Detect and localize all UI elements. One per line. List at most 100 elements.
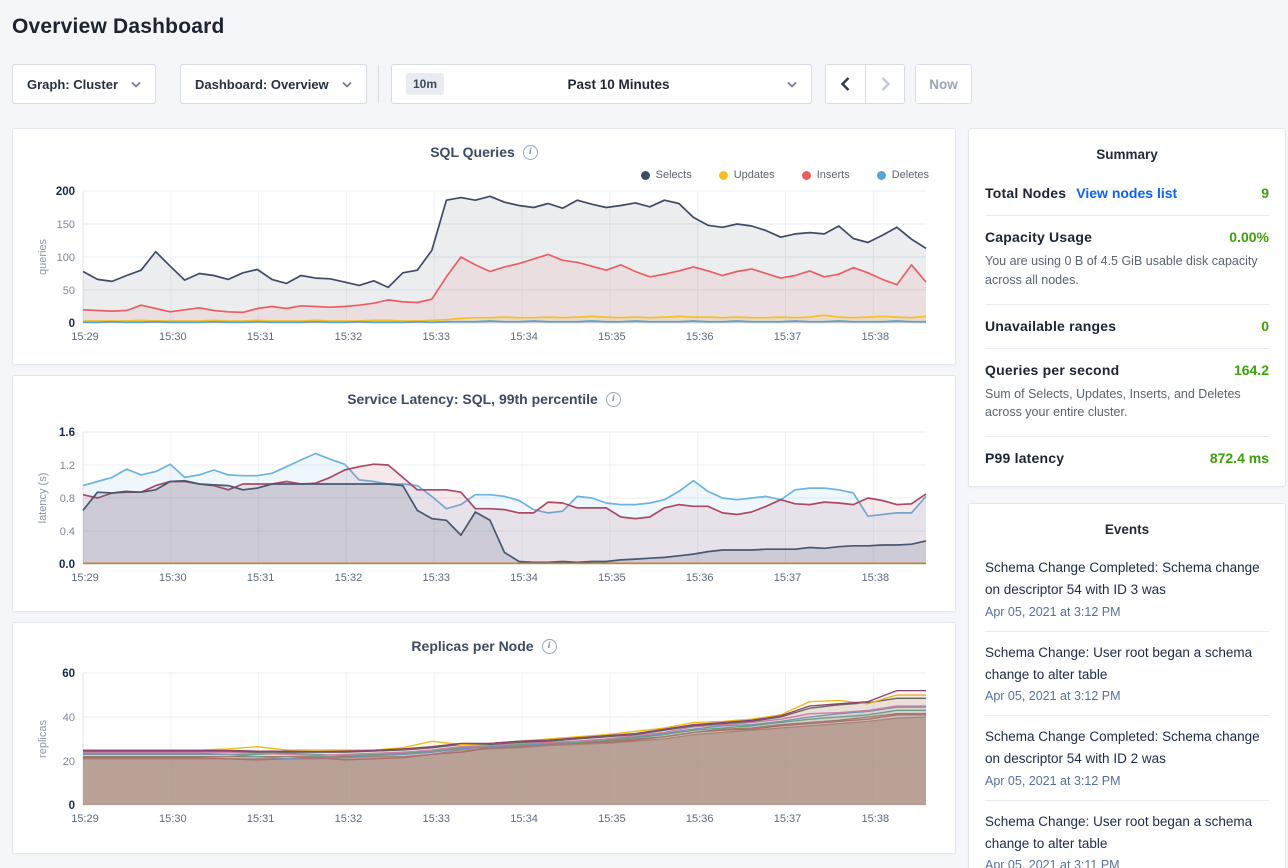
events-panel: Events Schema Change Completed: Schema c… bbox=[968, 503, 1286, 868]
graph-dropdown[interactable]: Graph: Cluster bbox=[12, 64, 156, 104]
svg-text:1.2: 1.2 bbox=[60, 460, 75, 472]
event-item: Schema Change: User root began a schema … bbox=[985, 632, 1269, 717]
time-range-label: Past 10 Minutes bbox=[567, 76, 670, 92]
event-message: Schema Change: User root began a schema … bbox=[985, 813, 1253, 851]
time-step-buttons bbox=[825, 64, 905, 104]
content: SQL Queries i Selects Updates Inserts Delet… bbox=[12, 128, 1286, 868]
service-latency-panel: Service Latency: SQL, 99th percentile i … bbox=[12, 375, 956, 612]
summary-row-unavailable-ranges: Unavailable ranges 0 bbox=[985, 305, 1269, 349]
svg-text:15:29: 15:29 bbox=[71, 813, 99, 825]
chart-title-replicas-per-node: Replicas per Node bbox=[411, 638, 534, 654]
legend-item-inserts: Inserts bbox=[801, 169, 850, 181]
svg-text:15:33: 15:33 bbox=[422, 572, 450, 584]
svg-text:15:37: 15:37 bbox=[774, 331, 802, 343]
legend-item-deletes: Deletes bbox=[876, 169, 929, 181]
toolbar-divider bbox=[378, 65, 379, 103]
page-title: Overview Dashboard bbox=[12, 15, 225, 38]
dashboard-dropdown-label: Dashboard: Overview bbox=[195, 76, 329, 92]
svg-text:15:38: 15:38 bbox=[862, 572, 890, 584]
svg-text:15:36: 15:36 bbox=[686, 572, 714, 584]
svg-text:15:30: 15:30 bbox=[159, 331, 187, 343]
svg-text:15:32: 15:32 bbox=[335, 813, 363, 825]
event-timestamp: Apr 05, 2021 at 3:12 PM bbox=[985, 773, 1121, 788]
svg-text:20: 20 bbox=[63, 756, 75, 768]
now-button[interactable]: Now bbox=[915, 64, 972, 104]
svg-text:15:32: 15:32 bbox=[335, 572, 363, 584]
event-message: Schema Change: User root began a schema … bbox=[985, 644, 1253, 682]
svg-text:60: 60 bbox=[62, 668, 75, 680]
svg-text:15:31: 15:31 bbox=[247, 813, 275, 825]
svg-text:15:37: 15:37 bbox=[774, 572, 802, 584]
svg-text:latency (s): latency (s) bbox=[37, 473, 49, 524]
chevron-left-icon bbox=[841, 77, 850, 91]
event-item: Schema Change Completed: Schema change o… bbox=[985, 716, 1269, 801]
queries-per-second-value: 164.2 bbox=[1233, 361, 1269, 378]
svg-text:15:35: 15:35 bbox=[598, 572, 626, 584]
svg-text:15:35: 15:35 bbox=[598, 813, 626, 825]
svg-text:15:38: 15:38 bbox=[862, 331, 890, 343]
svg-text:0: 0 bbox=[69, 800, 75, 812]
svg-text:15:36: 15:36 bbox=[686, 331, 714, 343]
svg-text:15:31: 15:31 bbox=[247, 572, 275, 584]
info-icon[interactable]: i bbox=[541, 638, 557, 654]
svg-text:15:29: 15:29 bbox=[71, 572, 99, 584]
unavailable-ranges-value: 0 bbox=[1261, 317, 1269, 334]
info-icon[interactable]: i bbox=[605, 391, 621, 407]
event-message: Schema Change Completed: Schema change o… bbox=[985, 560, 1260, 598]
summary-row-queries-per-second: Queries per second 164.2 Sum of Selects,… bbox=[985, 349, 1269, 437]
svg-text:0.0: 0.0 bbox=[59, 559, 75, 571]
summary-title: Summary bbox=[1096, 147, 1158, 162]
time-forward-button[interactable] bbox=[865, 65, 904, 103]
svg-text:15:32: 15:32 bbox=[335, 331, 363, 343]
event-timestamp: Apr 05, 2021 at 3:12 PM bbox=[985, 604, 1121, 619]
replicas-per-node-panel: Replicas per Node i 0 20 40 60 15:29 15:30 15:… bbox=[12, 622, 956, 854]
svg-text:15:34: 15:34 bbox=[510, 331, 538, 343]
svg-text:0.8: 0.8 bbox=[60, 493, 75, 505]
svg-text:15:35: 15:35 bbox=[598, 331, 626, 343]
svg-text:queries: queries bbox=[37, 238, 49, 275]
svg-text:15:31: 15:31 bbox=[247, 331, 275, 343]
total-nodes-label: Total Nodes bbox=[985, 185, 1067, 201]
chart-title-service-latency: Service Latency: SQL, 99th percentile bbox=[347, 391, 598, 407]
events-title: Events bbox=[1104, 522, 1150, 537]
charts-column: SQL Queries i Selects Updates Inserts Delet… bbox=[12, 128, 956, 864]
sidebar-column: Summary Total Nodes View nodes list 9 Ca… bbox=[968, 128, 1286, 868]
legend-dot bbox=[718, 170, 728, 180]
svg-text:100: 100 bbox=[57, 252, 75, 264]
svg-text:15:34: 15:34 bbox=[510, 572, 538, 584]
chart-title-sql-queries: SQL Queries bbox=[430, 144, 515, 160]
chevron-down-icon bbox=[787, 81, 797, 88]
view-nodes-list-link[interactable]: View nodes list bbox=[1076, 185, 1178, 201]
time-range-badge: 10m bbox=[406, 73, 445, 95]
legend-dot bbox=[876, 170, 886, 180]
sql-queries-panel: SQL Queries i Selects Updates Inserts Delet… bbox=[12, 128, 956, 365]
svg-text:replicas: replicas bbox=[37, 720, 49, 758]
svg-text:200: 200 bbox=[56, 186, 75, 198]
toolbar: Graph: Cluster Dashboard: Overview 10m P… bbox=[12, 64, 1286, 104]
dashboard-dropdown[interactable]: Dashboard: Overview bbox=[180, 64, 367, 104]
p99-latency-value: 872.4 ms bbox=[1209, 450, 1269, 466]
replicas-per-node-chart: 0 20 40 60 15:29 15:30 15:31 15:32 15:33 15:34 15:… bbox=[37, 668, 927, 825]
summary-row-p99-latency: P99 latency 872.4 ms bbox=[985, 437, 1269, 480]
time-range-dropdown[interactable]: 10m Past 10 Minutes bbox=[391, 64, 812, 104]
queries-per-second-description: Sum of Selects, Updates, Inserts, and De… bbox=[985, 386, 1241, 420]
summary-panel: Summary Total Nodes View nodes list 9 Ca… bbox=[968, 128, 1286, 487]
svg-text:0.4: 0.4 bbox=[60, 526, 75, 538]
svg-text:15:33: 15:33 bbox=[422, 813, 450, 825]
event-timestamp: Apr 05, 2021 at 3:11 PM bbox=[985, 858, 1120, 868]
svg-text:1.6: 1.6 bbox=[59, 427, 75, 439]
chevron-right-icon bbox=[881, 77, 890, 91]
event-item: Schema Change Completed: Schema change o… bbox=[985, 547, 1269, 632]
svg-text:0: 0 bbox=[69, 318, 75, 330]
svg-text:15:29: 15:29 bbox=[71, 331, 99, 343]
graph-dropdown-label: Graph: Cluster bbox=[27, 76, 119, 92]
unavailable-ranges-label: Unavailable ranges bbox=[985, 317, 1117, 334]
summary-row-total-nodes: Total Nodes View nodes list 9 bbox=[985, 172, 1269, 216]
chevron-down-icon bbox=[342, 81, 352, 88]
p99-latency-label: P99 latency bbox=[985, 450, 1065, 466]
sql-queries-chart: 0 50 100 150 200 15:29 15:30 15:31 15:32 15:33 15:… bbox=[37, 186, 927, 343]
time-back-button[interactable] bbox=[826, 65, 865, 103]
info-icon[interactable]: i bbox=[522, 144, 538, 160]
chart-legend: Selects Updates Inserts Deletes bbox=[33, 167, 929, 183]
